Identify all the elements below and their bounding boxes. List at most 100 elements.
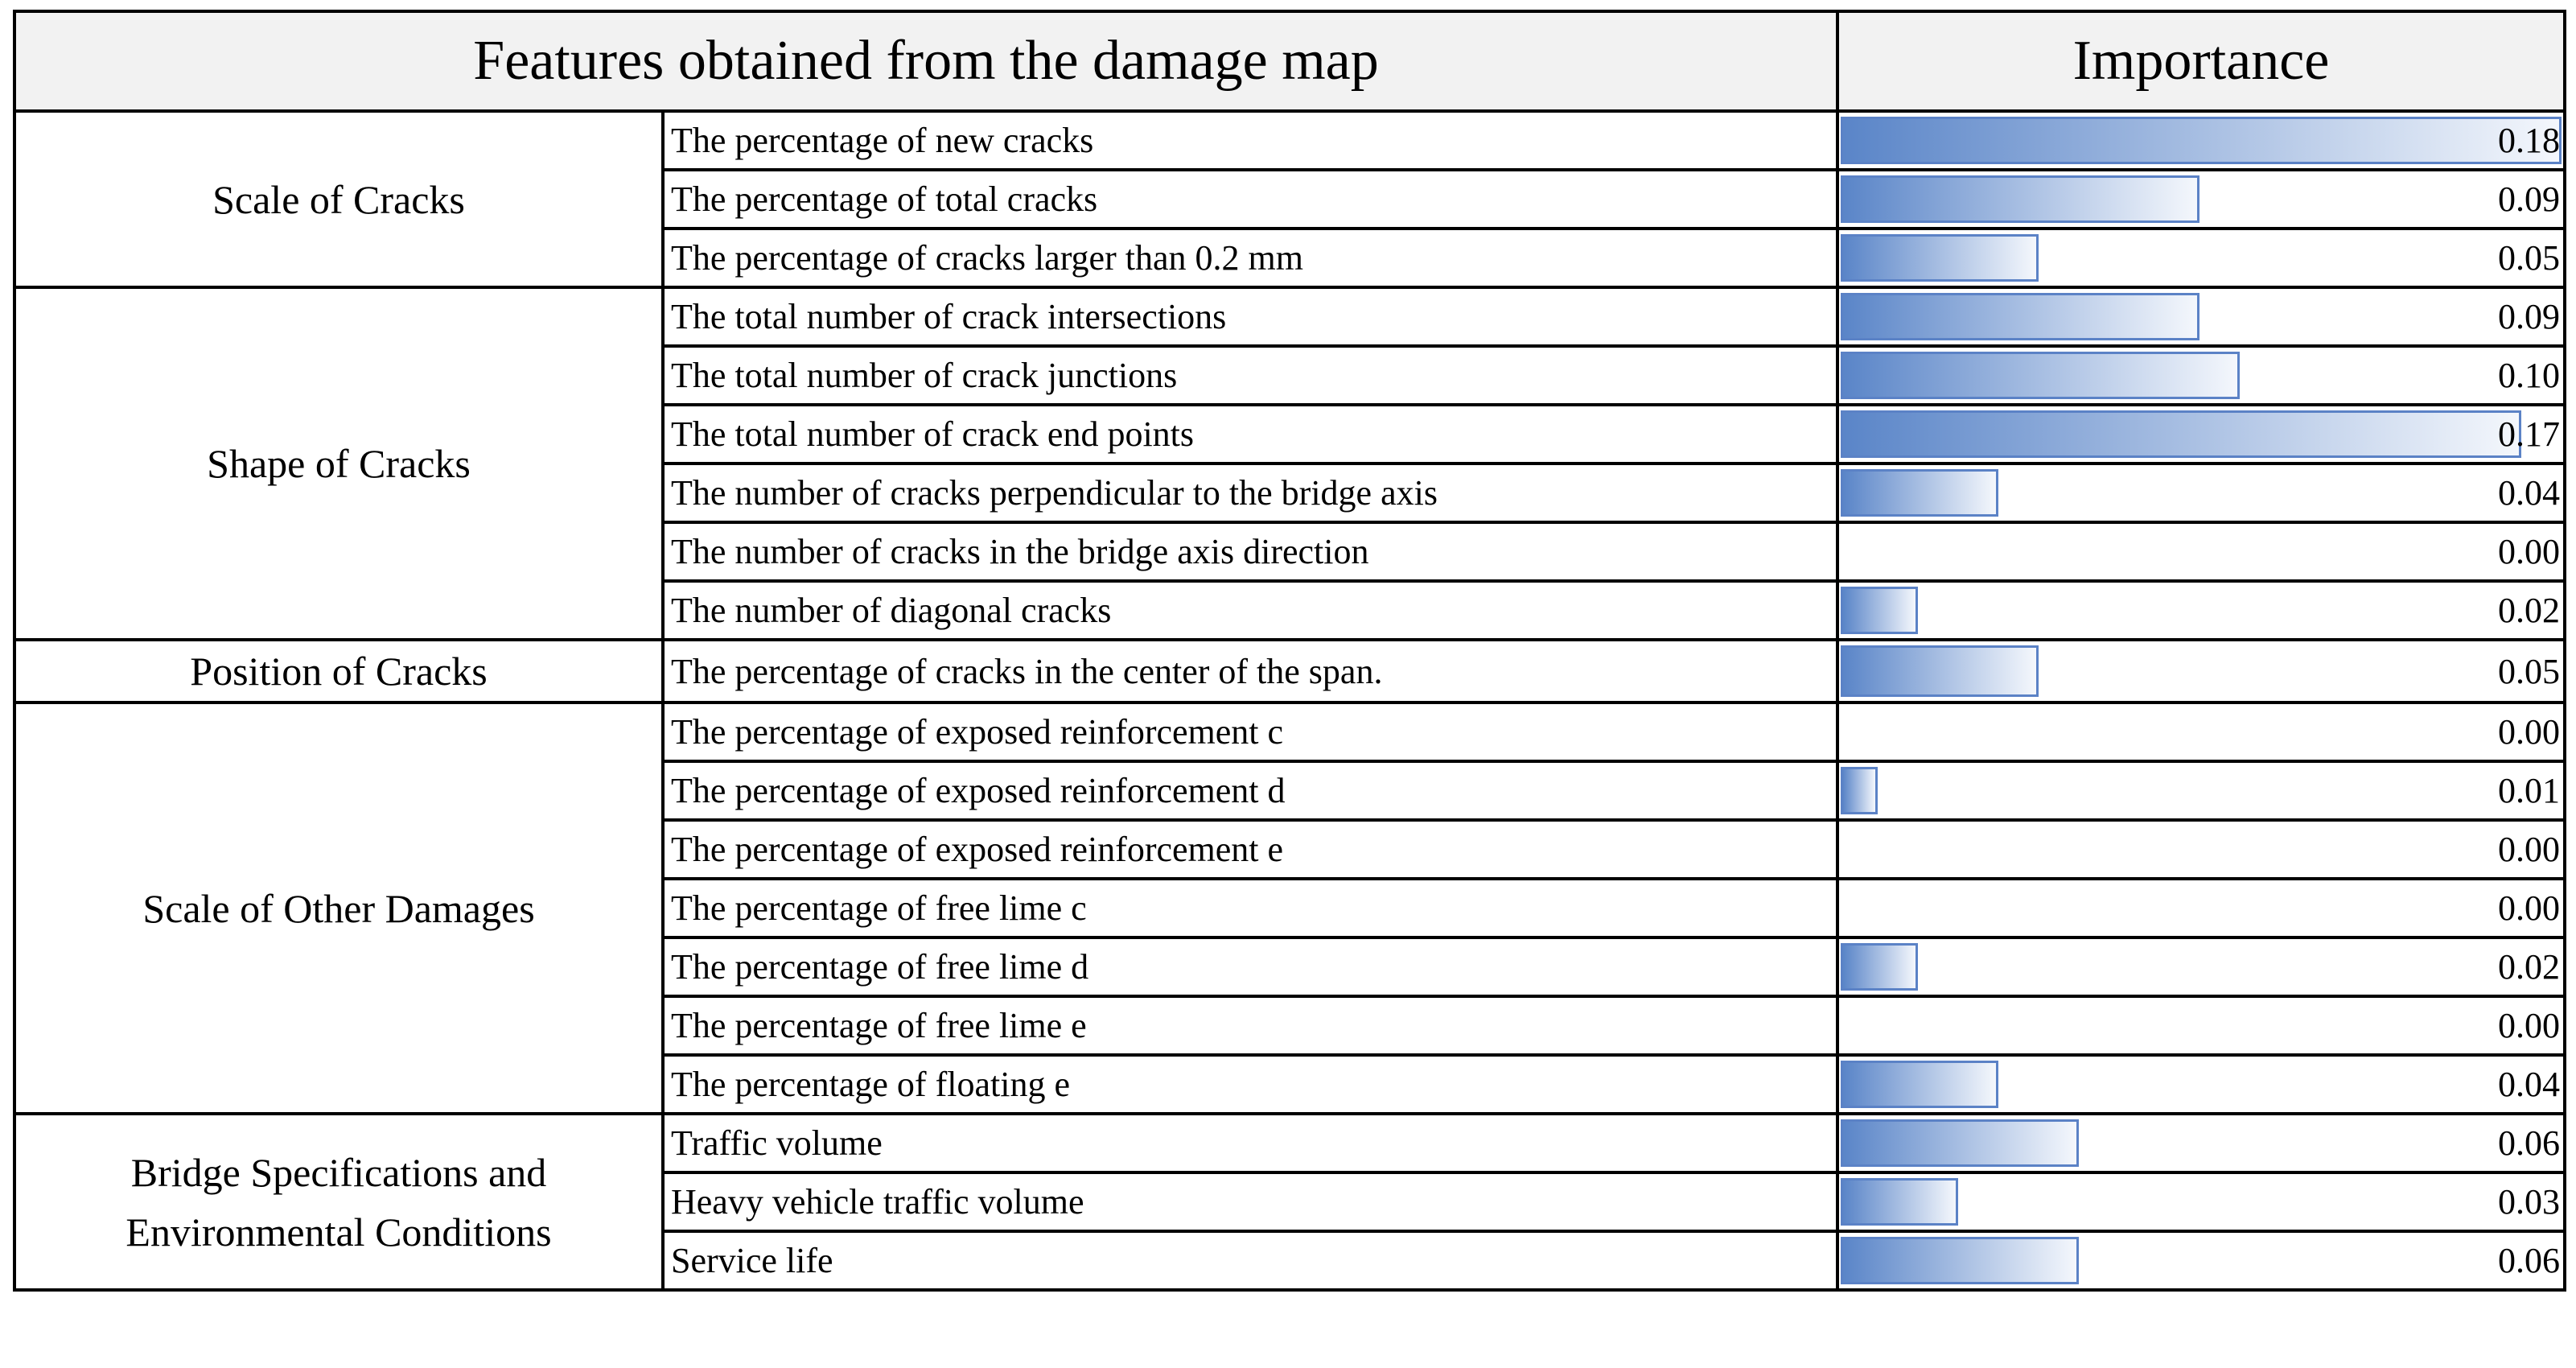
importance-cell: 0.03	[1836, 1171, 2566, 1233]
table-row: The percentage of free lime d 0.02	[14, 936, 2566, 998]
table-row: The percentage of exposed reinforcement …	[14, 760, 2566, 822]
data-bar	[1841, 645, 2039, 697]
table-row: The number of cracks perpendicular to th…	[14, 462, 2566, 524]
data-bar	[1841, 293, 2199, 340]
importance-cell: 0.00	[1836, 701, 2566, 763]
importance-value: 0.02	[2498, 947, 2560, 987]
table-body: Scale of Cracks The percentage of new cra…	[13, 109, 2566, 1292]
header-cell: Importance	[1836, 10, 2566, 113]
importance-value: 0.02	[2498, 591, 2560, 630]
feature-cell: Service life	[661, 1230, 1839, 1292]
data-bar	[1841, 1237, 2079, 1284]
data-bar	[1841, 410, 2521, 458]
feature-cell: Heavy vehicle traffic volume	[661, 1171, 1839, 1233]
data-bar	[1841, 352, 2240, 399]
data-bar	[1841, 175, 2199, 223]
table-row: Scale of Cracks The percentage of new cra…	[13, 109, 2566, 289]
feature-cell: The total number of crack junctions	[661, 344, 1839, 406]
group-cell: Bridge Specifications and Environmental …	[13, 1112, 665, 1292]
importance-value: 0.00	[2498, 1006, 2560, 1045]
importance-cell: 0.00	[1836, 995, 2566, 1057]
importance-value: 0.01	[2498, 771, 2560, 810]
importance-value: 0.00	[2498, 888, 2560, 928]
importance-value: 0.00	[2498, 532, 2560, 571]
importance-cell: 0.17	[1836, 403, 2566, 465]
table-row: The number of cracks in the bridge axis …	[14, 521, 2566, 583]
importance-cell: 0.05	[1836, 227, 2566, 289]
data-bar	[1841, 1178, 1958, 1226]
data-bar	[1841, 767, 1878, 814]
feature-cell: The total number of crack intersections	[661, 286, 1839, 348]
feature-cell: The percentage of free lime c	[661, 877, 1839, 939]
table-row: The percentage of exposed reinforcement …	[14, 818, 2566, 880]
importance-cell: 0.01	[1836, 760, 2566, 822]
importance-value: 0.06	[2498, 1241, 2560, 1280]
data-bar	[1841, 234, 2039, 282]
table-row: The percentage of cracks larger than 0.2…	[14, 227, 2566, 289]
importance-cell: 0.09	[1836, 286, 2566, 348]
importance-value: 0.09	[2498, 179, 2560, 219]
feature-cell: The percentage of floating e	[661, 1053, 1839, 1115]
table-row: The number of diagonal cracks 0.02	[14, 579, 2566, 641]
feature-cell: The total number of crack end points	[661, 403, 1839, 465]
table-row: Shape of Cracks The total number of crack…	[13, 286, 2566, 641]
importance-value: 0.00	[2498, 830, 2560, 869]
feature-cell: The percentage of free lime e	[661, 995, 1839, 1057]
importance-cell: 0.00	[1836, 818, 2566, 880]
data-bar	[1841, 117, 2562, 164]
table-row: The percentage of total cracks 0.09	[14, 168, 2566, 230]
group-cell: Scale of Other Damages	[13, 701, 665, 1115]
feature-cell: The percentage of total cracks	[661, 168, 1839, 230]
feature-cell: The percentage of new cracks	[661, 109, 1839, 171]
importance-cell: 0.06	[1836, 1112, 2566, 1174]
table-row: Heavy vehicle traffic volume 0.03	[14, 1171, 2566, 1233]
importance-cell: 0.09	[1836, 168, 2566, 230]
group-cell: Scale of Cracks	[13, 109, 665, 289]
header-row: Features obtained from the damage map Im…	[13, 10, 2566, 113]
group-cell: Shape of Cracks	[13, 286, 665, 641]
feature-cell: The percentage of exposed reinforcement …	[661, 701, 1839, 763]
data-bar	[1841, 1061, 1998, 1108]
importance-cell: 0.02	[1836, 936, 2566, 998]
table-row: Bridge Specifications and Environmental …	[13, 1112, 2566, 1292]
importance-value: 0.04	[2498, 1065, 2560, 1104]
importance-cell: 0.04	[1836, 462, 2566, 524]
feature-cell: The number of cracks perpendicular to th…	[661, 462, 1839, 524]
feature-cell: The percentage of free lime d	[661, 936, 1839, 998]
feature-cell: The percentage of cracks larger than 0.2…	[661, 227, 1839, 289]
importance-value: 0.10	[2498, 356, 2560, 395]
importance-value: 0.03	[2498, 1182, 2560, 1222]
importance-cell: 0.06	[1836, 1230, 2566, 1292]
importance-value: 0.04	[2498, 473, 2560, 513]
importance-value: 0.18	[2498, 121, 2560, 160]
feature-cell: Traffic volume	[661, 1112, 1839, 1174]
importance-cell: 0.10	[1836, 344, 2566, 406]
table-row: Position of Cracks The percentage of crac…	[13, 638, 2566, 704]
table-row: Service life 0.06	[14, 1230, 2566, 1292]
importance-cell: 0.04	[1836, 1053, 2566, 1115]
data-bar	[1841, 1119, 2079, 1167]
importance-cell: 0.00	[1836, 877, 2566, 939]
importance-value: 0.05	[2498, 651, 2560, 691]
feature-table: Features obtained from the damage map Im…	[13, 10, 2566, 1292]
data-bar	[1841, 587, 1918, 634]
table-row: The total number of crack junctions 0.10	[14, 344, 2566, 406]
data-bar	[1841, 469, 1998, 517]
importance-cell: 0.18	[1836, 109, 2566, 171]
importance-cell: 0.00	[1836, 521, 2566, 583]
feature-cell: The percentage of exposed reinforcement …	[661, 818, 1839, 880]
feature-cell: The number of diagonal cracks	[661, 579, 1839, 641]
table-row: The total number of crack end points 0.17	[14, 403, 2566, 465]
table-row: The percentage of floating e 0.04	[14, 1053, 2566, 1115]
table-row: Scale of Other Damages The percentage of …	[13, 701, 2566, 1115]
importance-value: 0.17	[2498, 414, 2560, 454]
feature-cell: The percentage of cracks in the center o…	[661, 638, 1839, 704]
importance-cell: 0.05	[1836, 638, 2566, 704]
group-cell: Position of Cracks	[13, 638, 665, 704]
importance-value: 0.06	[2498, 1123, 2560, 1163]
importance-cell: 0.02	[1836, 579, 2566, 641]
feature-cell: The percentage of exposed reinforcement …	[661, 760, 1839, 822]
importance-value: 0.00	[2498, 712, 2560, 752]
data-bar	[1841, 943, 1918, 991]
